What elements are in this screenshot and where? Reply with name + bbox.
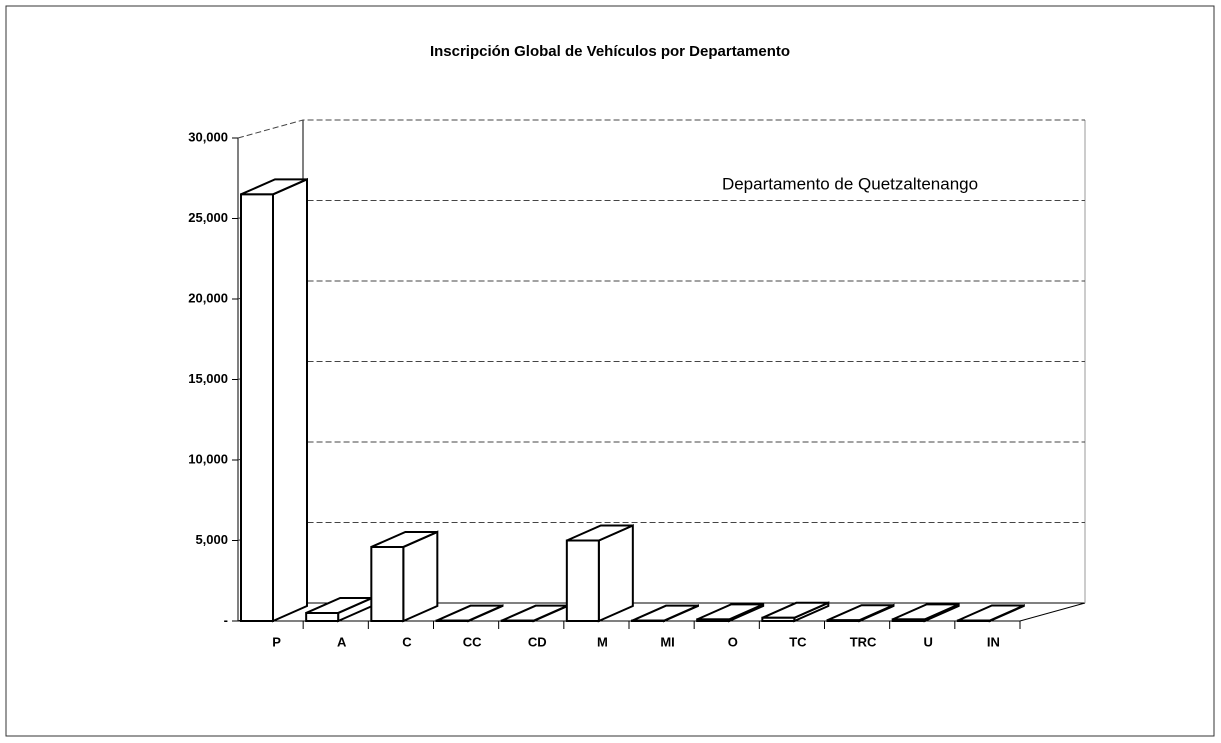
y-tick-label: 5,000 [195, 532, 228, 547]
bar-front [696, 618, 731, 622]
bar [826, 603, 895, 623]
x-tick-label: CC [463, 634, 482, 649]
bar [565, 523, 634, 623]
y-tick-label: 30,000 [188, 129, 228, 144]
bar-front [826, 619, 861, 622]
grid-line [237, 200, 1085, 219]
bar-top [696, 603, 764, 621]
bar [240, 177, 308, 623]
annotation: Departamento de Quetzaltenango [722, 174, 978, 193]
frame [5, 5, 1215, 737]
bar [891, 602, 960, 623]
x-tick-label: IN [987, 634, 1000, 649]
y-tick-label: - [224, 612, 228, 627]
x-tick-label: A [337, 634, 347, 649]
grid-line [237, 441, 1085, 461]
bar-front [240, 193, 274, 622]
bar [761, 601, 830, 623]
bar [956, 603, 1025, 623]
grid-line [237, 522, 1085, 541]
x-tick-label: MI [660, 634, 674, 649]
bar-top [892, 603, 960, 621]
y-tick-label: 20,000 [188, 290, 228, 305]
bar-side [597, 523, 634, 623]
x-tick-label: P [272, 634, 281, 649]
bar-top [827, 604, 894, 622]
bar [305, 596, 374, 623]
bar [435, 604, 504, 623]
x-tick-label: C [402, 634, 412, 649]
x-tick-label: O [728, 634, 738, 649]
x-tick-label: M [597, 634, 608, 649]
bar-front [761, 616, 796, 622]
bar-top [631, 604, 699, 622]
bar [631, 604, 699, 623]
x-tick-label: U [924, 634, 933, 649]
bar-top [957, 604, 1025, 622]
bar-front [305, 611, 340, 622]
x-tick-label: TC [789, 634, 807, 649]
y-tick-label: 10,000 [188, 451, 228, 466]
x-tick-label: CD [528, 634, 547, 649]
bar [500, 604, 569, 623]
y-tick-label: 25,000 [188, 210, 228, 225]
grid-line [237, 280, 1085, 300]
bar-front [565, 539, 600, 622]
bar-top [501, 604, 569, 622]
y-tick-label: 15,000 [188, 371, 228, 386]
x-tick-label: TRC [850, 634, 877, 649]
bar-front [891, 618, 926, 622]
bar-side [272, 177, 308, 623]
bar-front [370, 545, 405, 622]
bar-top [436, 604, 503, 622]
grid-line [237, 361, 1085, 380]
bar [370, 530, 439, 623]
grid-line [237, 119, 1085, 139]
chart-title: Inscripción Global de Vehículos por Depa… [429, 43, 791, 60]
bar [696, 602, 765, 623]
